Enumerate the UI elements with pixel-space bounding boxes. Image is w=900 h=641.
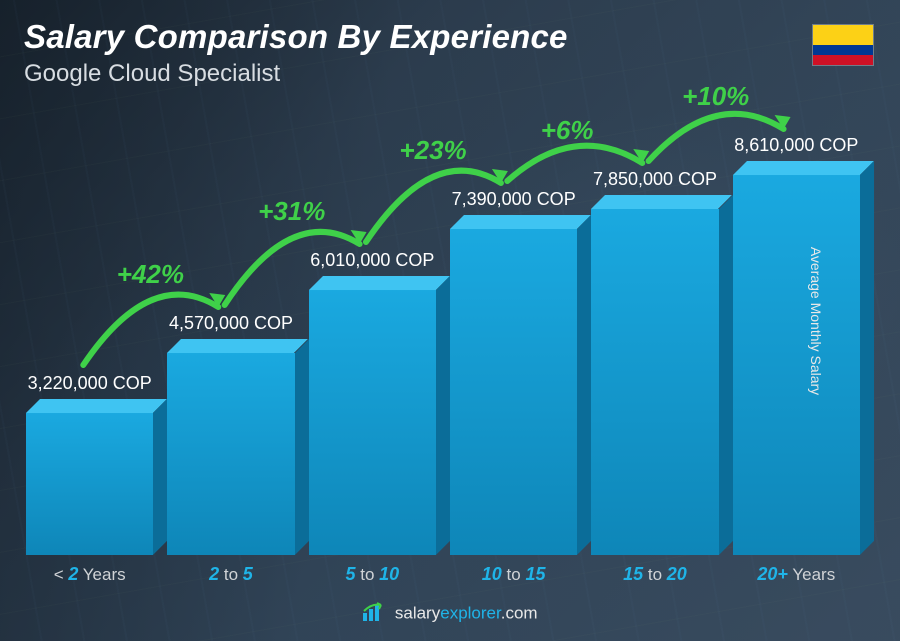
x-axis-label: 15 to 20: [591, 564, 718, 585]
bar-slot: 7,390,000 COP: [450, 229, 577, 555]
brand-pre: salary: [395, 604, 440, 623]
bar-front: [591, 209, 718, 555]
bar-value-label: 7,850,000 COP: [566, 169, 744, 190]
bar-front: [450, 229, 577, 555]
bar-value-label: 3,220,000 COP: [1, 373, 179, 394]
x-axis-label: 5 to 10: [309, 564, 436, 585]
bar-top: [450, 215, 591, 229]
bar-value-label: 8,610,000 COP: [707, 135, 885, 156]
header: Salary Comparison By Experience Google C…: [24, 18, 568, 88]
bar-front: [26, 413, 153, 555]
brand-post: .com: [501, 604, 538, 623]
bar-slot: 3,220,000 COP: [26, 413, 153, 555]
bar: 7,850,000 COP: [591, 209, 718, 555]
brand-accent: explorer: [440, 604, 500, 623]
page-title: Salary Comparison By Experience: [24, 18, 568, 56]
bar-side: [577, 215, 591, 555]
bars-container: 3,220,000 COP4,570,000 COP6,010,000 COP7…: [26, 120, 860, 555]
salary-bar-chart: 3,220,000 COP4,570,000 COP6,010,000 COP7…: [26, 120, 860, 585]
bar-top: [591, 195, 732, 209]
x-axis-label: 10 to 15: [450, 564, 577, 585]
bar-slot: 8,610,000 COP: [733, 175, 860, 555]
footer: salaryexplorer.com: [0, 602, 900, 627]
bar-side: [295, 339, 309, 555]
bar-front: [309, 290, 436, 555]
flag-stripe-yellow: [813, 25, 873, 45]
bar: 7,390,000 COP: [450, 229, 577, 555]
bar-front: [167, 353, 294, 555]
x-axis-label: < 2 Years: [26, 564, 153, 585]
bar-value-label: 7,390,000 COP: [425, 189, 603, 210]
brand-logo-icon: [362, 602, 384, 627]
bar: 6,010,000 COP: [309, 290, 436, 555]
bar: 3,220,000 COP: [26, 413, 153, 555]
x-axis-label: 2 to 5: [167, 564, 294, 585]
bar: 4,570,000 COP: [167, 353, 294, 555]
bar-top: [309, 276, 450, 290]
flag-stripe-blue: [813, 45, 873, 55]
x-axis-label: 20+ Years: [733, 564, 860, 585]
bar-slot: 6,010,000 COP: [309, 290, 436, 555]
bar: 8,610,000 COP: [733, 175, 860, 555]
x-axis-labels: < 2 Years 2 to 5 5 to 10 10 to 15 15 to 20 20…: [26, 564, 860, 585]
bar-value-label: 6,010,000 COP: [283, 250, 461, 271]
bar-side: [153, 399, 167, 555]
bar-side: [860, 161, 874, 555]
flag-colombia-icon: [812, 24, 874, 66]
page-subtitle: Google Cloud Specialist: [24, 60, 568, 88]
bar-front: [733, 175, 860, 555]
bar-side: [719, 195, 733, 555]
bar-slot: 7,850,000 COP: [591, 209, 718, 555]
bar-slot: 4,570,000 COP: [167, 353, 294, 555]
bar-top: [733, 161, 874, 175]
bar-value-label: 4,570,000 COP: [142, 313, 320, 334]
bar-top: [26, 399, 167, 413]
brand-text: salaryexplorer.com: [395, 604, 538, 623]
bar-top: [167, 339, 308, 353]
y-axis-label: Average Monthly Salary: [808, 246, 824, 394]
bar-side: [436, 276, 450, 555]
flag-stripe-red: [813, 55, 873, 65]
